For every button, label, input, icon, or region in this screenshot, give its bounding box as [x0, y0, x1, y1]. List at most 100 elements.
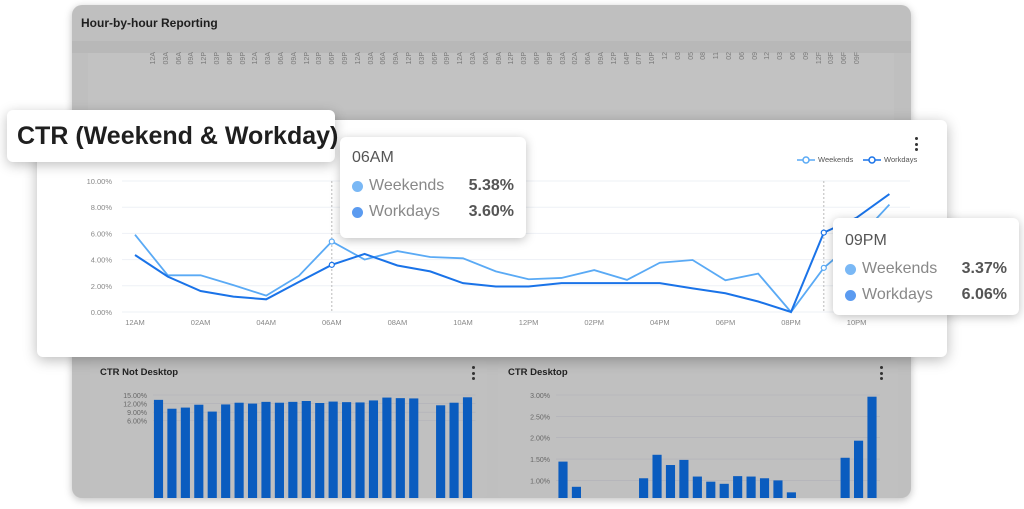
tooltip-value: 3.37% — [961, 260, 1007, 277]
workdays-dot-icon — [352, 206, 363, 218]
background-tick-label: 12F — [815, 52, 823, 65]
x-tick-label: 08PM — [781, 318, 801, 327]
bar — [153, 399, 164, 498]
bar — [639, 478, 649, 498]
bar — [733, 476, 743, 498]
background-tick-label: 12A — [150, 52, 157, 65]
background-tick-label: 10P — [649, 52, 657, 65]
background-tick-label: 03 — [777, 52, 785, 60]
tooltip-row-weekends: Weekends 3.37% — [845, 256, 1007, 282]
legend-weekends[interactable]: Weekends — [797, 155, 853, 164]
bar — [221, 404, 231, 498]
x-tick-label: 02PM — [584, 318, 604, 327]
y-tick-label: 1.50% — [530, 457, 550, 464]
legend-line-marker-icon — [863, 155, 881, 164]
tooltip-label: Weekends — [862, 260, 938, 277]
tooltip-row-workdays: Workdays 6.06% — [845, 282, 1007, 308]
background-tick-label: 12 — [764, 52, 772, 60]
background-tick-label: 12A — [354, 52, 362, 65]
background-tick-label: 12 — [662, 52, 669, 60]
weekends-dot-icon — [352, 180, 363, 192]
tooltip-value: 5.38% — [468, 177, 514, 194]
bar — [773, 480, 783, 498]
bar — [368, 400, 379, 498]
bar — [746, 476, 756, 498]
panel-ctr-not-desktop: CTR Not Desktop 6.00% 9.00% 12.00% 15.00% — [90, 360, 487, 498]
background-tick-label: 05 — [687, 52, 695, 60]
background-tick-label: 02A — [572, 52, 580, 65]
x-tick-label: 02AM — [191, 318, 211, 327]
x-tick-label: 10PM — [847, 318, 867, 327]
y-tick-label: 3.00% — [530, 393, 550, 400]
background-tick-label: 07P — [636, 52, 644, 65]
background-tick-label: 02 — [726, 52, 733, 60]
background-tick-label: 12P — [610, 52, 618, 65]
background-tick-label: 09A — [393, 52, 401, 65]
data-point-marker — [328, 261, 335, 268]
background-tick-label: 03P — [521, 52, 529, 65]
legend-workdays[interactable]: Workdays — [863, 155, 917, 164]
bar — [342, 402, 352, 498]
bar — [867, 396, 877, 498]
tooltip-label: Workdays — [369, 203, 440, 220]
series-line-workdays — [134, 193, 890, 314]
kebab-vertical-icon[interactable] — [468, 366, 478, 380]
background-tick-label: 06A — [585, 52, 593, 65]
x-tick-label: 08AM — [388, 318, 408, 327]
bar — [652, 454, 662, 498]
background-tick-label: 03A — [162, 52, 170, 65]
background-tick-label: 09A — [598, 52, 605, 65]
background-tick-label: 12P — [201, 52, 209, 65]
background-tick-label: 09 — [751, 52, 759, 60]
kebab-vertical-icon[interactable] — [876, 366, 886, 380]
bar — [382, 397, 392, 498]
bar — [409, 398, 419, 498]
background-tick-label: 08 — [700, 52, 708, 60]
data-point-marker — [820, 264, 827, 271]
tooltip-label: Workdays — [862, 286, 933, 303]
y-tick-label: 2.00% — [530, 436, 550, 443]
bar — [462, 397, 473, 498]
header-band — [72, 41, 911, 53]
panel-title: CTR Not Desktop — [100, 367, 179, 378]
background-tick-label: 09A — [290, 52, 298, 65]
data-point-marker — [820, 229, 827, 236]
y-tick-label: 4.00% — [91, 256, 113, 265]
bar — [274, 402, 284, 498]
background-tick-label: 06P — [431, 52, 439, 65]
background-tick-label: 12A — [252, 52, 260, 65]
background-tick-label: 09A — [495, 52, 503, 65]
background-tick-label: 09F — [854, 52, 861, 65]
panel-title: CTR Desktop — [508, 367, 568, 378]
tooltip-row-weekends: Weekends 5.38% — [352, 173, 514, 199]
background-tick-label: 06 — [790, 52, 797, 60]
bar — [840, 457, 850, 498]
background-tick-label: 04P — [623, 52, 631, 65]
y-tick-label: 10.00% — [87, 177, 113, 186]
bar — [355, 402, 365, 498]
bar — [665, 465, 676, 498]
chart-title: CTR (Weekend & Workday) — [7, 110, 338, 162]
background-tick-label: 06A — [482, 52, 490, 65]
y-tick-label: 2.50% — [530, 414, 550, 421]
bar — [315, 403, 325, 498]
legend-label: Workdays — [884, 155, 918, 164]
y-tick-label: 0.00% — [91, 308, 113, 317]
background-tick-label: 09P — [546, 52, 554, 65]
kebab-vertical-icon[interactable] — [911, 137, 921, 151]
bar — [261, 401, 271, 498]
bar — [395, 398, 405, 498]
bar — [207, 411, 217, 498]
background-tick-label: 06P — [226, 52, 234, 65]
x-tick-label: 06AM — [322, 318, 342, 327]
y-tick-label: 1.00% — [530, 478, 550, 485]
y-tick-label: 6.00% — [91, 229, 113, 238]
x-tick-label: 04PM — [650, 318, 670, 327]
x-tick-label: 12PM — [519, 318, 539, 327]
bar — [449, 402, 459, 498]
background-tick-label: 09 — [802, 52, 810, 60]
background-tick-label: 12P — [303, 52, 311, 65]
x-tick-label: 12AM — [125, 318, 145, 327]
y-tick-label: 12.00% — [123, 402, 147, 409]
bar — [719, 483, 729, 498]
